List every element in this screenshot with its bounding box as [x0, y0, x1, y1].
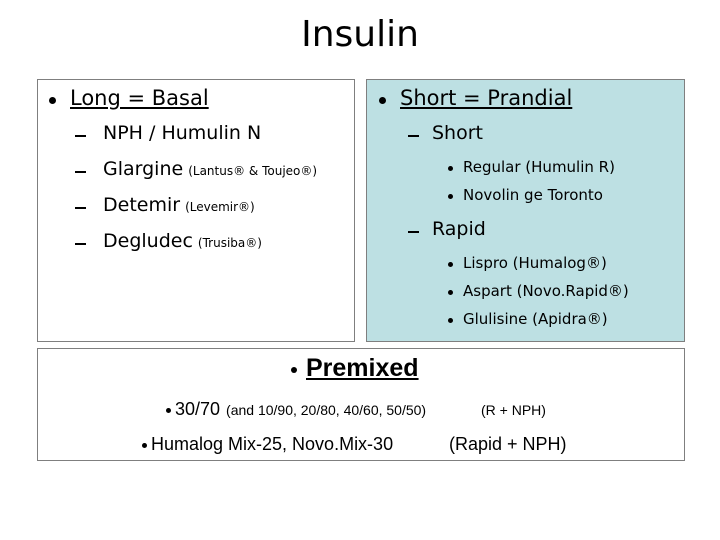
dash [75, 135, 86, 137]
bullet [142, 443, 147, 448]
item-name: Detemir [103, 194, 181, 216]
bullet [291, 367, 297, 373]
bullet [448, 290, 453, 295]
item-text: Regular (Humulin R) [463, 158, 615, 176]
group-item: Aspart (Novo.Rapid®) [463, 282, 629, 300]
group-item: Regular (Humulin R) [463, 158, 615, 176]
long-item: Degludec (Trusiba®) [103, 230, 262, 252]
bullet [49, 97, 56, 104]
premixed-row: Humalog Mix-25, Novo.Mix-30 [151, 434, 393, 455]
row-note-text: (Rapid + NPH) [449, 434, 567, 454]
group-name: Short [432, 122, 483, 144]
item-name: Glargine [103, 158, 184, 180]
premixed-box [37, 348, 685, 461]
item-name: NPH / Humulin N [103, 122, 262, 144]
row-note: (R + NPH) [481, 402, 546, 418]
dash [75, 207, 86, 209]
row-note-text: (R + NPH) [481, 402, 546, 418]
short-box [366, 79, 685, 342]
row-main: Humalog Mix-25, Novo.Mix-30 [151, 434, 394, 454]
long-item: Glargine (Lantus® & Toujeo®) [103, 158, 317, 180]
bullet [166, 408, 171, 413]
long-item: NPH / Humulin N [103, 122, 261, 144]
title: Insulin [301, 14, 419, 55]
dash [408, 231, 419, 233]
group-item: Glulisine (Apidra®) [463, 310, 608, 328]
item-text: Lispro (Humalog®) [463, 254, 607, 272]
long-heading: Long = Basal [70, 86, 209, 110]
dash [75, 171, 86, 173]
long-box [37, 79, 355, 342]
row-main: 30/70 [175, 399, 221, 419]
short-heading: Short = Prandial [400, 86, 573, 110]
group-item: Lispro (Humalog®) [463, 254, 607, 272]
long-item: Detemir (Levemir®) [103, 194, 255, 216]
premixed-heading: Premixed [306, 354, 419, 382]
item-note: (Levemir®) [185, 200, 255, 214]
dash [408, 135, 419, 137]
group-text: Rapid [432, 218, 486, 240]
item-name: Degludec [103, 230, 193, 252]
group-text: Short [432, 122, 483, 144]
item-note: (Trusiba®) [197, 236, 262, 250]
item-text: Glulisine (Apidra®) [463, 310, 608, 328]
row-detail: (and 10/90, 20/80, 40/60, 50/50) [226, 402, 427, 418]
bullet [448, 194, 453, 199]
item-text: Novolin ge Toronto [463, 186, 603, 204]
group-item: Novolin ge Toronto [463, 186, 603, 204]
item-text: Aspart (Novo.Rapid®) [463, 282, 629, 300]
dash [75, 243, 86, 245]
bullet [448, 318, 453, 323]
bullet [379, 97, 386, 104]
premixed-row: 30/70 (and 10/90, 20/80, 40/60, 50/50) [175, 399, 426, 420]
bullet [448, 262, 453, 267]
bullet [448, 166, 453, 171]
group-name: Rapid [432, 218, 486, 240]
row-note: (Rapid + NPH) [449, 434, 567, 455]
item-note: (Lantus® & Toujeo®) [188, 164, 318, 178]
